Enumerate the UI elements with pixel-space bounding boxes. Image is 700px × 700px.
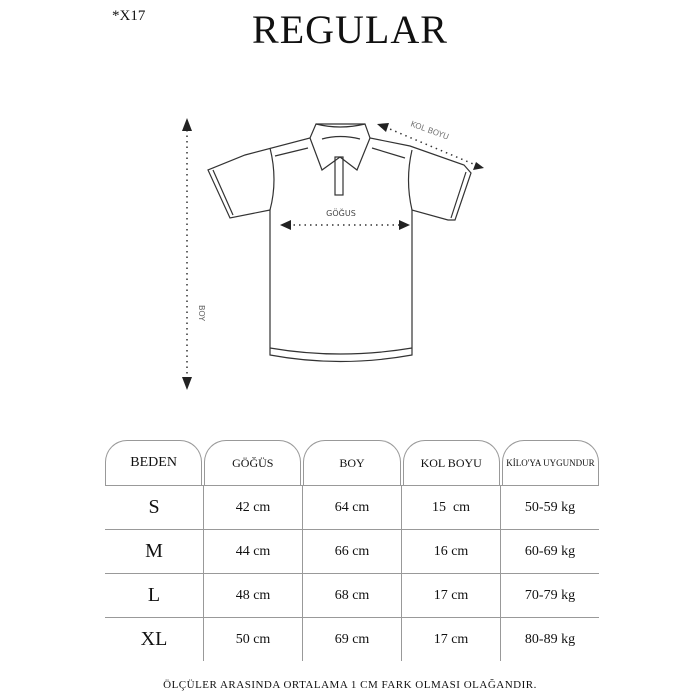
- header-chest: GÖĞÜS: [204, 440, 302, 485]
- cell-sleeve: 17 cm: [402, 618, 501, 661]
- cell-size: M: [105, 530, 204, 573]
- header-size: BEDEN: [105, 440, 203, 485]
- header-weight: KİLO'YA UYGUNDUR: [501, 440, 600, 485]
- cell-size: XL: [105, 618, 204, 661]
- header-length: BOY: [303, 440, 401, 485]
- cell-length: 68 cm: [303, 574, 402, 617]
- table-row: S 42 cm 64 cm 15 cm 50-59 kg: [105, 486, 599, 530]
- shirt-diagram: GÖĞUS BOY KOL BOYU: [182, 118, 484, 390]
- arrow-left-icon: [280, 220, 291, 230]
- chest-label: GÖĞUS: [326, 207, 356, 218]
- size-table: BEDEN GÖĞÜS BOY KOL BOYU KİLO'YA UYGUNDU…: [105, 440, 600, 661]
- fit-title: REGULAR: [252, 7, 448, 52]
- shirt-outline: [207, 123, 472, 363]
- footer-note: ÖLÇÜLER ARASINDA ORTALAMA 1 CM FARK OLMA…: [163, 679, 537, 691]
- sleeve-label: KOL BOYU: [409, 119, 450, 141]
- table-row: L 48 cm 68 cm 17 cm 70-79 kg: [105, 574, 599, 618]
- cell-chest: 48 cm: [204, 574, 303, 617]
- length-label: BOY: [197, 305, 206, 321]
- product-code: *X17: [112, 8, 146, 24]
- cell-sleeve: 15 cm: [402, 486, 501, 529]
- cell-sleeve: 17 cm: [402, 574, 501, 617]
- cell-weight: 50-59 kg: [524, 499, 576, 515]
- cell-length: 64 cm: [303, 486, 402, 529]
- cell-length: 69 cm: [303, 618, 402, 661]
- cell-chest: 44 cm: [204, 530, 303, 573]
- header-sleeve: KOL BOYU: [402, 440, 500, 485]
- arrow-right-icon: [473, 162, 484, 170]
- table-row: XL 50 cm 69 cm 17 cm 80-89 kg: [105, 618, 599, 661]
- arrow-down-icon: [182, 377, 192, 390]
- cell-weight: 60-69 kg: [524, 543, 576, 559]
- cell-size: S: [105, 486, 204, 529]
- table-row: M 44 cm 66 cm 16 cm 60-69 kg: [105, 530, 599, 574]
- table-header: BEDEN GÖĞÜS BOY KOL BOYU KİLO'YA UYGUNDU…: [105, 440, 600, 486]
- arrow-left-icon: [377, 123, 389, 132]
- cell-chest: 42 cm: [204, 486, 303, 529]
- cell-sleeve: 16 cm: [402, 530, 501, 573]
- cell-weight: 70-79 kg: [524, 587, 576, 603]
- arrow-up-icon: [182, 118, 192, 131]
- cell-chest: 50 cm: [204, 618, 303, 661]
- cell-length: 66 cm: [303, 530, 402, 573]
- cell-weight: 80-89 kg: [524, 631, 576, 647]
- arrow-right-icon: [399, 220, 410, 230]
- cell-size: L: [105, 574, 204, 617]
